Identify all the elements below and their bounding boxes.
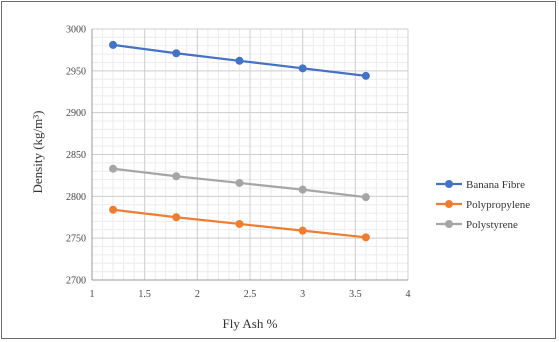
data-point-polystyrene xyxy=(361,193,370,202)
y-tick-labels: 2700 2750 2800 2850 2900 2950 3000 xyxy=(66,25,86,287)
axes xyxy=(91,29,408,281)
data-point-polypropylene xyxy=(298,226,307,235)
y-axis-title: Density (kg/m³) xyxy=(30,111,45,194)
x-tick-label: 2 xyxy=(195,289,200,300)
data-point-polypropylene xyxy=(109,205,118,214)
x-tick-labels: 1 1.5 2 2.5 3 3.5 4 xyxy=(90,289,411,300)
data-point-polypropylene xyxy=(172,213,181,222)
legend-marker-polypropylene xyxy=(445,200,453,208)
y-tick-label: 2750 xyxy=(66,234,86,245)
legend: Banana Fibre Polypropylene Polystyrene xyxy=(436,179,530,231)
x-tick-label: 1.5 xyxy=(138,289,151,300)
y-tick-label: 2800 xyxy=(66,192,86,203)
y-tick-label: 2950 xyxy=(66,66,86,77)
x-tick-label: 4 xyxy=(406,289,411,300)
y-tick-label: 2700 xyxy=(66,276,86,287)
data-point-banana-fibre xyxy=(235,56,244,65)
data-point-polystyrene xyxy=(172,172,181,181)
legend-marker-banana-fibre xyxy=(445,180,453,188)
major-gridlines xyxy=(91,28,409,281)
x-tick-label: 3.5 xyxy=(349,289,362,300)
legend-label-banana-fibre: Banana Fibre xyxy=(466,179,525,191)
data-point-banana-fibre xyxy=(361,71,370,80)
data-point-banana-fibre xyxy=(109,40,118,49)
y-tick-label: 2850 xyxy=(66,150,86,161)
data-point-polystyrene xyxy=(235,178,244,187)
x-tick-label: 1 xyxy=(90,289,95,300)
series-layer xyxy=(109,40,370,242)
legend-label-polypropylene: Polypropylene xyxy=(466,199,530,211)
data-point-banana-fibre xyxy=(298,64,307,73)
x-tick-label: 3 xyxy=(300,289,305,300)
data-point-banana-fibre xyxy=(172,49,181,58)
legend-label-polystyrene: Polystyrene xyxy=(466,219,518,231)
x-tick-label: 2.5 xyxy=(244,289,257,300)
data-point-polypropylene xyxy=(235,219,244,228)
data-point-polystyrene xyxy=(298,185,307,194)
data-point-polystyrene xyxy=(109,164,118,173)
data-point-polypropylene xyxy=(361,233,370,242)
legend-marker-polystyrene xyxy=(445,220,453,228)
x-axis-title: Fly Ash % xyxy=(223,316,278,331)
y-tick-label: 3000 xyxy=(66,25,86,36)
y-tick-label: 2900 xyxy=(66,108,86,119)
